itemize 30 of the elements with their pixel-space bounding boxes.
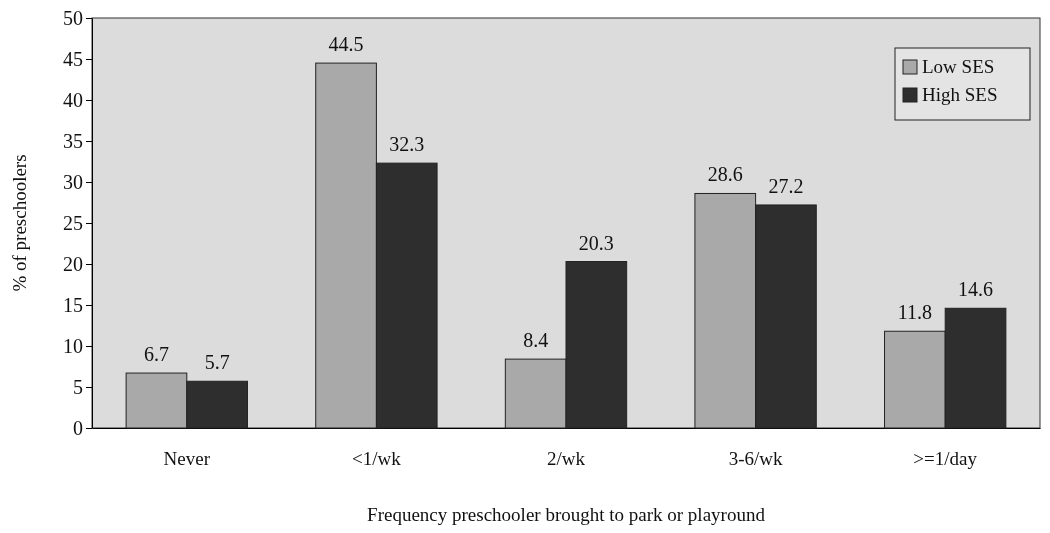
x-tick-label: 2/wk bbox=[547, 448, 586, 470]
data-label: 20.3 bbox=[578, 231, 614, 254]
data-label: 11.8 bbox=[897, 301, 932, 324]
legend-label: Low SES bbox=[922, 56, 995, 77]
y-tick-label: 0 bbox=[73, 416, 83, 439]
x-tick-label: >=1/day bbox=[913, 448, 978, 470]
x-tick-label: 3-6/wk bbox=[728, 448, 784, 470]
y-tick-label: 30 bbox=[63, 170, 83, 193]
y-tick-label: 15 bbox=[63, 293, 83, 316]
y-tick-label: 35 bbox=[63, 129, 83, 152]
y-tick-label: 25 bbox=[63, 211, 83, 234]
y-tick-label: 10 bbox=[63, 334, 83, 357]
data-label: 28.6 bbox=[707, 163, 743, 186]
x-axis-title: Frequency preschooler brought to park or playround bbox=[367, 504, 766, 525]
y-tick-label: 5 bbox=[73, 375, 83, 398]
data-label: 32.3 bbox=[389, 133, 425, 156]
y-tick-label: 50 bbox=[63, 6, 83, 29]
y-tick-label: 45 bbox=[63, 47, 83, 70]
data-label: 14.6 bbox=[958, 278, 994, 301]
x-tick-label: <1/wk bbox=[352, 448, 402, 470]
data-label: 44.5 bbox=[328, 33, 364, 56]
y-tick-label: 40 bbox=[63, 88, 83, 111]
data-label: 27.2 bbox=[768, 174, 804, 197]
x-tick-label: Never bbox=[163, 448, 211, 470]
data-label: 6.7 bbox=[143, 343, 169, 366]
legend-label: High SES bbox=[922, 84, 998, 105]
y-axis-title: % of preschoolers bbox=[9, 154, 30, 292]
data-label: 5.7 bbox=[204, 351, 230, 374]
y-tick-label: 20 bbox=[63, 252, 83, 275]
data-label: 8.4 bbox=[523, 329, 549, 352]
